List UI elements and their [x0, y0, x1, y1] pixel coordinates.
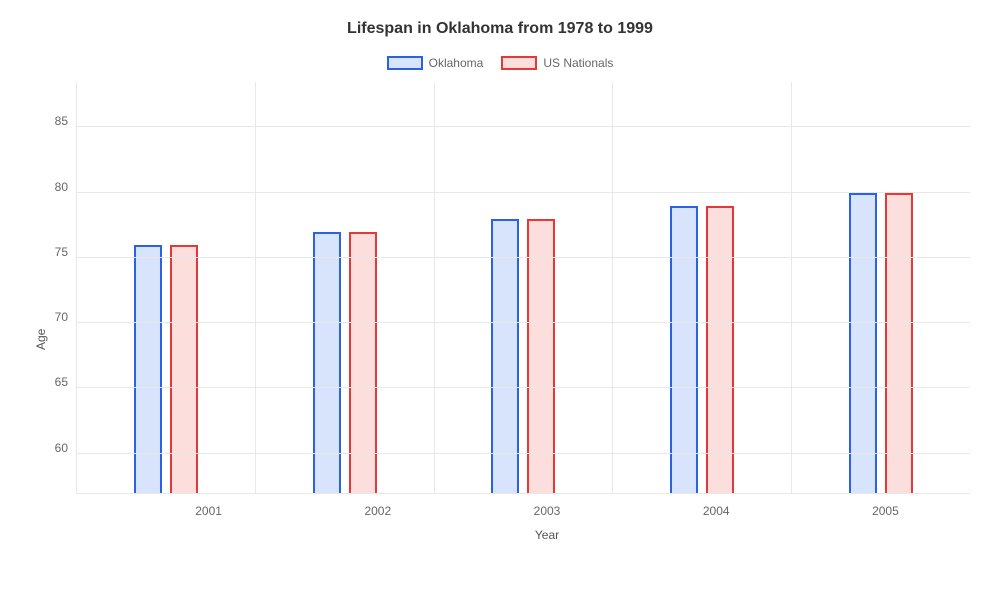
y-tick: 70: [55, 311, 68, 323]
y-tick: 85: [55, 115, 68, 127]
y-tick: 65: [55, 376, 68, 388]
x-section: [76, 82, 255, 493]
x-tick-label: 2004: [632, 494, 801, 518]
chart-container: Lifespan in Oklahoma from 1978 to 1999 O…: [0, 0, 1000, 600]
legend-swatch-usnationals: [501, 56, 537, 70]
gridline: [76, 257, 970, 258]
x-section: [255, 82, 434, 493]
x-axis-row: 20012002200320042005 Year: [124, 494, 970, 542]
bar: [670, 206, 698, 493]
legend-swatch-oklahoma: [387, 56, 423, 70]
x-section: [434, 82, 613, 493]
y-tick: 75: [55, 246, 68, 258]
bar: [170, 245, 198, 493]
legend-item-usnationals: US Nationals: [501, 56, 613, 70]
gridline: [76, 322, 970, 323]
legend-label-oklahoma: Oklahoma: [429, 56, 484, 70]
x-tick-label: 2002: [293, 494, 462, 518]
y-tick: 80: [55, 181, 68, 193]
bar: [849, 193, 877, 493]
gridline: [76, 453, 970, 454]
plot-area: [76, 82, 970, 494]
legend-label-usnationals: US Nationals: [543, 56, 613, 70]
y-ticks: 60 65 70 75 80 85: [48, 82, 76, 487]
bar: [885, 193, 913, 493]
x-tick-label: 2001: [124, 494, 293, 518]
x-sections: [76, 82, 970, 493]
chart-title: Lifespan in Oklahoma from 1978 to 1999: [30, 20, 970, 38]
y-tick: 60: [55, 442, 68, 454]
x-section: [612, 82, 791, 493]
x-tick-label: 2005: [801, 494, 970, 518]
x-tick-label: 2003: [462, 494, 631, 518]
gridline: [76, 387, 970, 388]
bar: [706, 206, 734, 493]
legend: Oklahoma US Nationals: [30, 56, 970, 70]
legend-item-oklahoma: Oklahoma: [387, 56, 484, 70]
x-section: [791, 82, 970, 493]
y-axis-label: Age: [30, 82, 48, 542]
bar: [134, 245, 162, 493]
x-axis-label: Year: [124, 528, 970, 542]
gridline: [76, 192, 970, 193]
plot-wrap: Age 60 65 70 75 80 85 20012002200320042005 Ye…: [30, 82, 970, 542]
gridline: [76, 126, 970, 127]
x-labels: 20012002200320042005: [124, 494, 970, 518]
